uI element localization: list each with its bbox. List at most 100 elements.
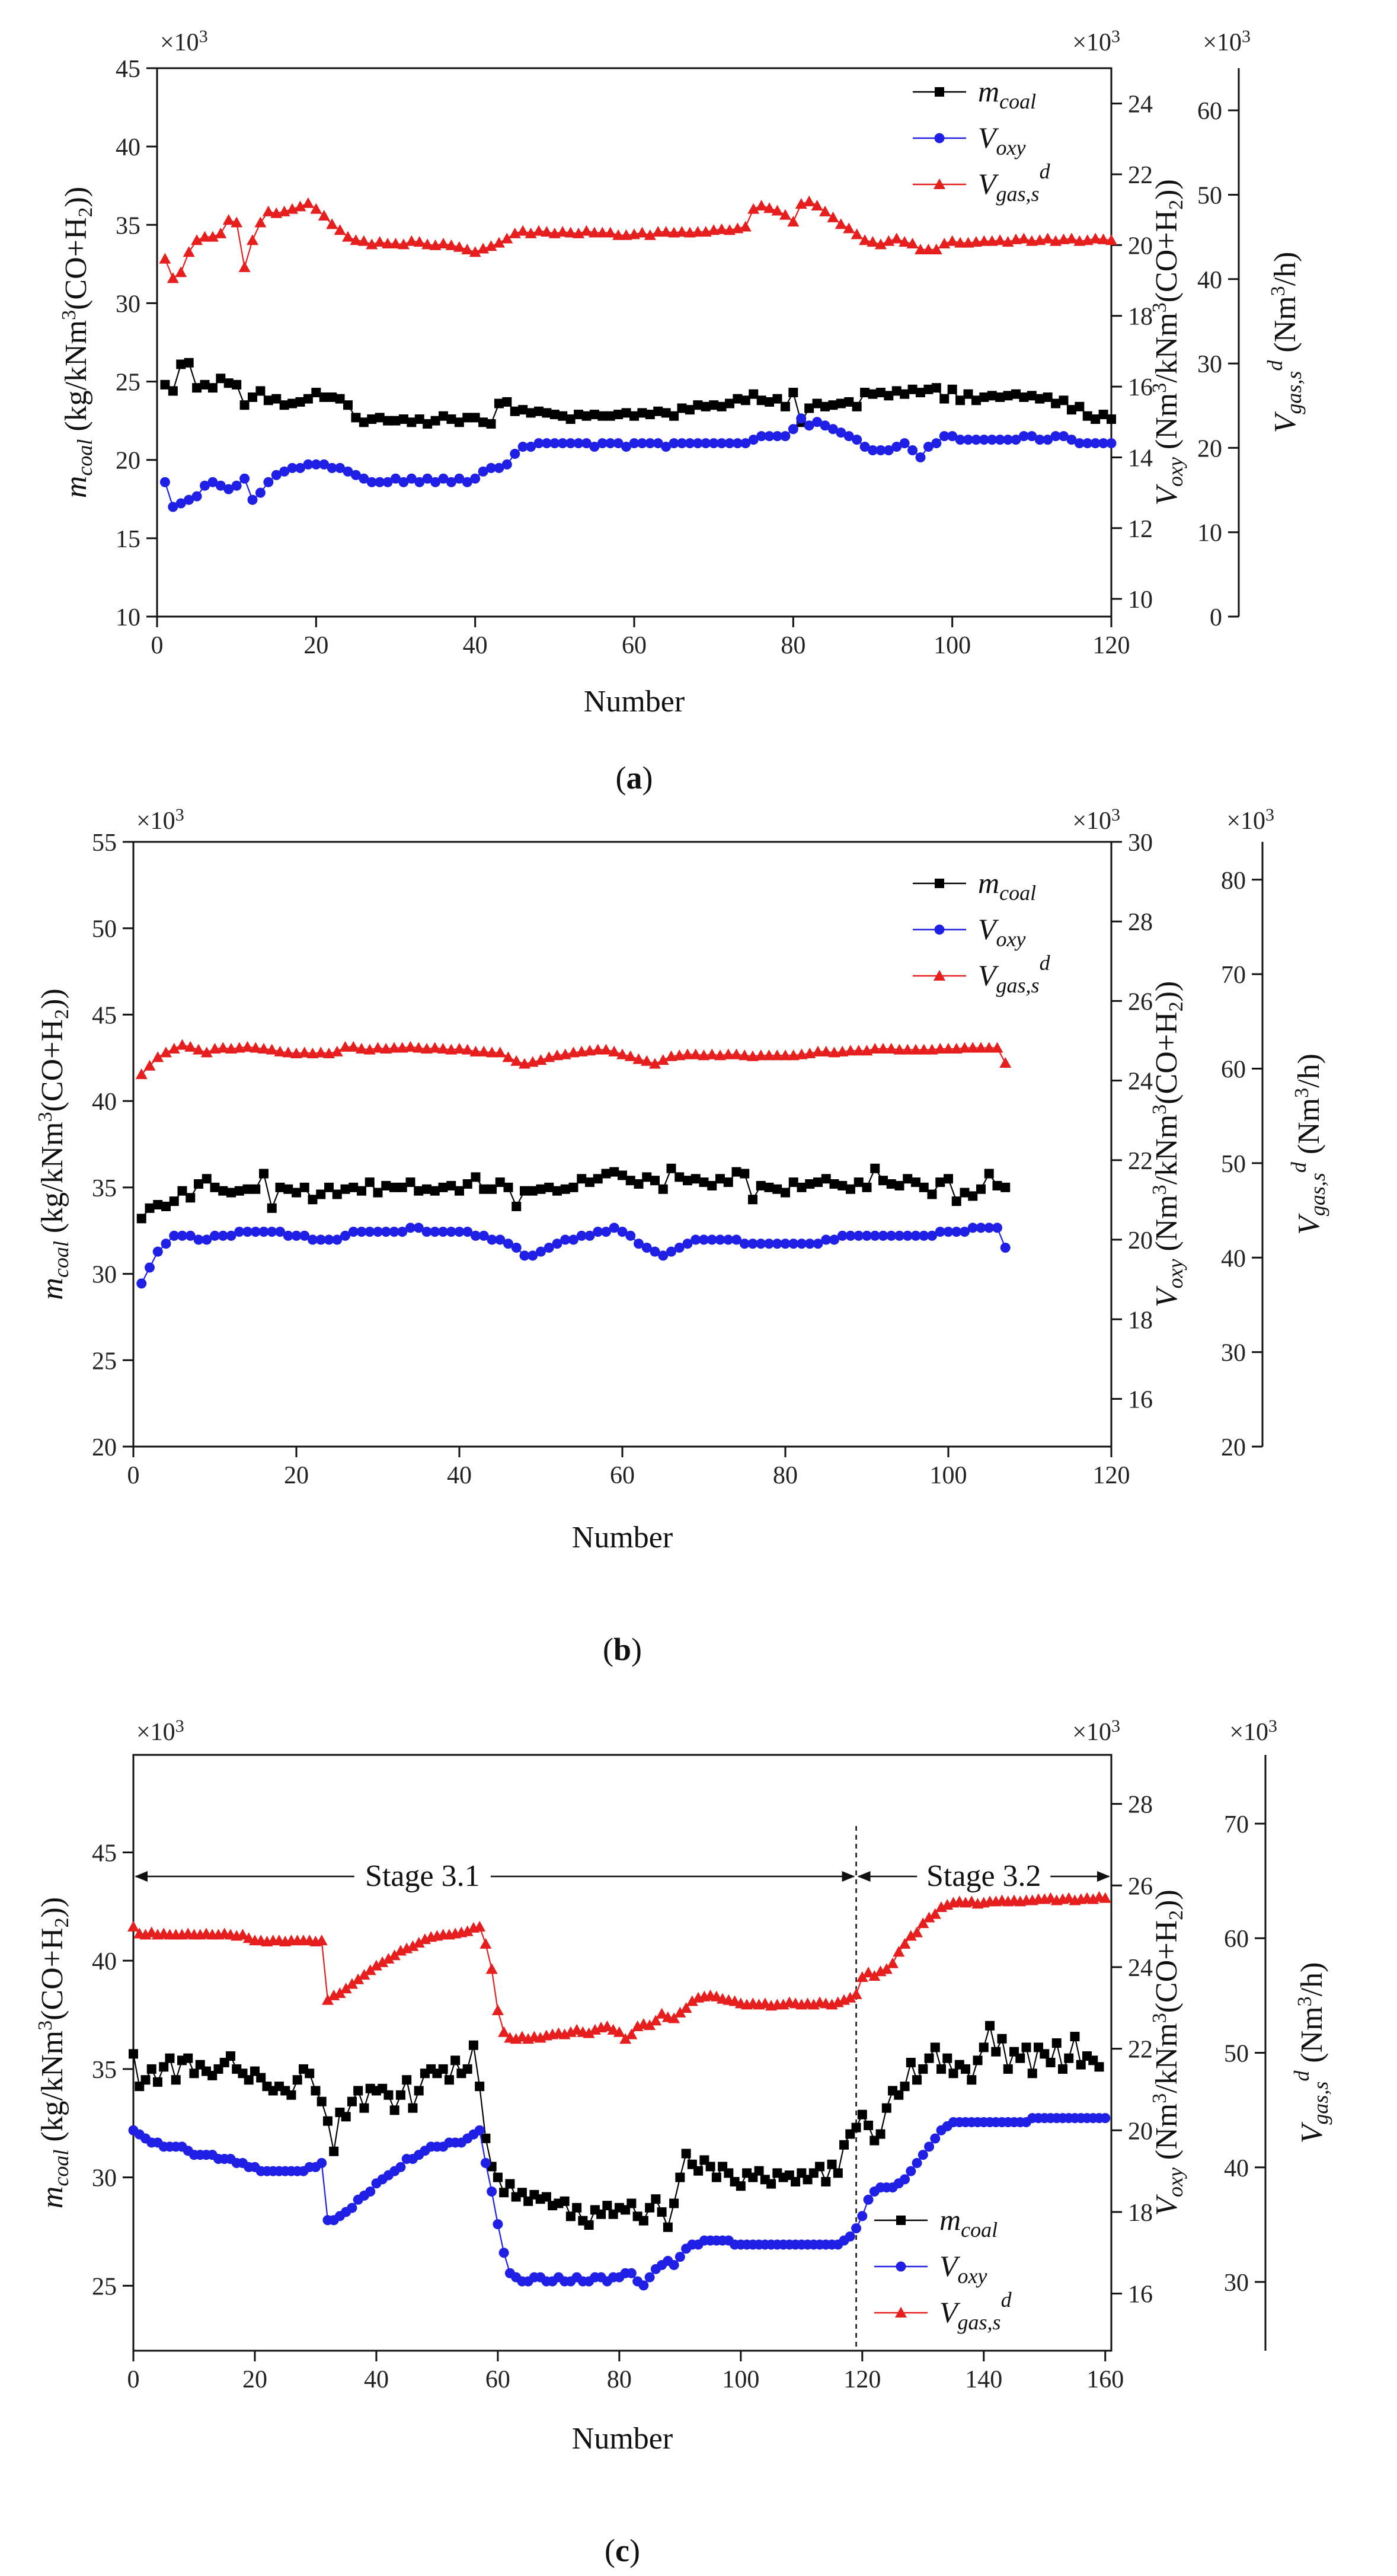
data-point [763, 1049, 775, 1061]
data-point [352, 1973, 365, 1984]
right1-axis-title: Voxy (Nm3/kNm3(CO+H2)) [1149, 1889, 1187, 2216]
data-point [299, 1182, 309, 1192]
data-point [690, 1234, 701, 1245]
data-point [641, 1055, 653, 1066]
data-point [153, 1200, 163, 1209]
data-point [534, 406, 544, 416]
legend-marker [934, 970, 945, 981]
data-point [900, 2174, 910, 2185]
right2-tick-label: 0 [1210, 604, 1222, 631]
data-point [351, 413, 361, 423]
data-point [613, 438, 624, 449]
data-point [829, 1179, 839, 1189]
data-point [263, 395, 273, 406]
data-point [951, 1196, 961, 1206]
data-point [389, 1227, 399, 1237]
data-point [247, 234, 258, 245]
data-point [414, 414, 424, 424]
data-point [732, 438, 743, 449]
right1-tick-label: 18 [1128, 1307, 1153, 1334]
data-point [645, 438, 656, 449]
data-point [184, 357, 194, 368]
data-point [1000, 1182, 1011, 1192]
data-point [202, 1174, 212, 1184]
data-point [395, 2162, 406, 2172]
data-point [585, 1177, 594, 1188]
data-point [549, 410, 560, 420]
data-point [255, 487, 266, 498]
data-point [541, 226, 553, 237]
data-point [739, 1238, 750, 1249]
data-point [493, 2172, 503, 2182]
right1-multiplier: ×103 [1072, 27, 1120, 56]
data-point [381, 1227, 391, 1237]
data-point [772, 1238, 782, 1249]
data-point [995, 392, 1005, 402]
data-point [902, 1230, 913, 1241]
data-point [805, 1179, 815, 1189]
data-point [168, 1043, 180, 1054]
data-point [929, 1908, 941, 1919]
data-point [885, 1043, 897, 1054]
data-point [836, 1045, 849, 1056]
data-point [636, 226, 648, 238]
data-point [878, 1176, 888, 1186]
data-point [853, 1177, 864, 1188]
data-point [682, 1238, 693, 1249]
data-point [356, 1043, 367, 1054]
data-point [159, 253, 171, 264]
data-point [498, 2248, 509, 2258]
data-point [1041, 232, 1054, 244]
data-point [893, 1043, 906, 1055]
right2-axis-title: Vgas,sd (Nm3/h) [1290, 1962, 1332, 2144]
data-point [471, 1230, 481, 1241]
data-point [862, 1230, 872, 1241]
data-point [468, 2040, 478, 2050]
data-point [918, 2150, 928, 2160]
data-point [634, 1238, 644, 1249]
data-point [517, 225, 529, 236]
data-point [692, 438, 703, 449]
data-point [881, 2103, 891, 2113]
data-point [159, 2062, 169, 2072]
data-point [510, 1055, 523, 1066]
data-point [951, 1227, 962, 1237]
data-point [693, 400, 703, 410]
data-point [1090, 438, 1101, 449]
x-tick-label: 140 [965, 2366, 1002, 2393]
right1-tick-label: 10 [1128, 586, 1153, 614]
series-V_gas,s^d [127, 1891, 1111, 2044]
data-point [653, 438, 663, 449]
data-point [850, 1988, 862, 1999]
data-point [560, 1234, 571, 1245]
data-point [584, 1045, 596, 1056]
data-point [819, 205, 831, 216]
data-point [541, 2192, 551, 2202]
data-point [756, 395, 766, 406]
right1-tick-label: 26 [1128, 1873, 1153, 1900]
data-point [904, 1930, 917, 1941]
right1-tick-label: 18 [1128, 304, 1153, 331]
data-point [244, 2075, 254, 2085]
data-point [715, 1174, 725, 1184]
data-point [404, 1040, 417, 1052]
data-point [971, 395, 981, 406]
data-point [624, 1050, 637, 1061]
data-point [878, 1230, 888, 1241]
data-point [1097, 233, 1110, 244]
data-point [367, 414, 377, 424]
stage-arrowhead [135, 1871, 148, 1882]
data-point [498, 2026, 510, 2037]
data-point [275, 1182, 285, 1192]
data-point [1059, 395, 1069, 406]
data-point [1082, 438, 1093, 449]
data-point [469, 246, 481, 257]
data-point [145, 1203, 155, 1213]
data-point [191, 234, 203, 245]
data-point [526, 442, 536, 452]
data-point [160, 1046, 172, 1058]
data-point [210, 1230, 220, 1241]
data-point [593, 1227, 603, 1237]
data-point [853, 1230, 864, 1241]
plot-frame [156, 67, 1113, 618]
